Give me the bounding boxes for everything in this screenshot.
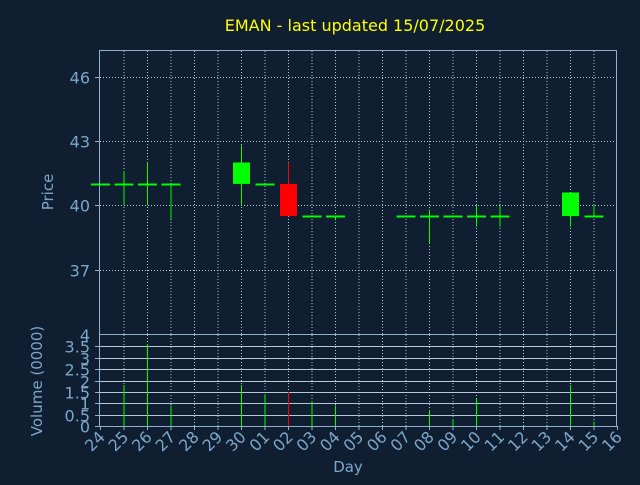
price-y-tick-label: 40 <box>70 197 90 216</box>
volume-panel-frame <box>100 335 617 427</box>
x-tick-labels: 2425262728293001020304050607080910111213… <box>81 426 626 455</box>
candle <box>491 205 510 226</box>
candle <box>162 184 181 220</box>
price-panel-frame <box>100 51 617 335</box>
candle <box>326 216 345 220</box>
candle <box>138 162 157 205</box>
candle <box>233 145 250 205</box>
price-grid <box>100 51 616 334</box>
price-axis-label: Price <box>39 174 57 211</box>
chart-title: EMAN - last updated 15/07/2025 <box>225 16 486 35</box>
candle <box>91 184 110 185</box>
candle <box>562 193 579 227</box>
price-candles <box>91 145 604 244</box>
volume-axis-label: Volume (0000) <box>28 326 46 436</box>
x-axis-label: Day <box>333 458 363 476</box>
candle <box>115 171 134 205</box>
volume-y-ticks: 00.511.522.533.5 <box>65 338 100 437</box>
volume-grid <box>100 335 616 426</box>
price-y-tick-label: 46 <box>70 69 90 88</box>
candle <box>585 205 604 216</box>
candle <box>256 184 275 185</box>
x-tick-label: 16 <box>598 427 626 455</box>
candle <box>420 210 439 244</box>
price-y-tick-label: 37 <box>70 262 90 281</box>
price-y-tick-label: 43 <box>70 133 90 152</box>
volume-y-tick-label: 3.5 <box>65 338 90 357</box>
candle-body <box>233 162 250 183</box>
candle <box>280 162 297 216</box>
candle <box>467 205 486 226</box>
candle-body <box>280 184 297 216</box>
candle-body <box>562 193 579 217</box>
